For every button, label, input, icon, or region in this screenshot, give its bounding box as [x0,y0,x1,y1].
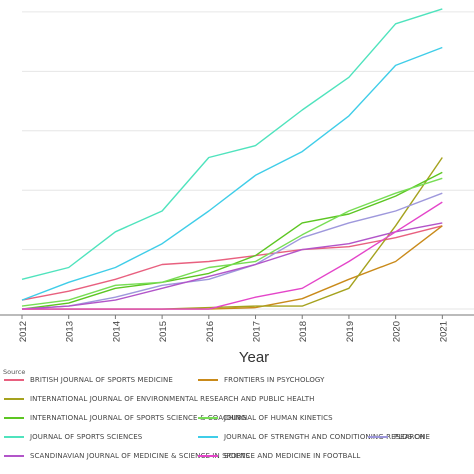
x-tick-label-2014: 2014 [111,321,122,342]
legend-item: BRITISH JOURNAL OF SPORTS MEDICINE [4,376,173,384]
x-tick-label-2012: 2012 [18,321,29,342]
legend-label: INTERNATIONAL JOURNAL OF ENVIRONMENTAL R… [30,395,315,403]
series-line-8 [21,222,443,310]
x-tick-label-2020: 2020 [392,321,403,342]
legend-label: SCANDINAVIAN JOURNAL OF MEDICINE & SCIEN… [30,452,250,460]
series-line-7 [21,192,443,310]
legend-title: Source [3,368,26,376]
legend-item: FRONTIERS IN PSYCHOLOGY [198,376,325,384]
legend-item: SCANDINAVIAN JOURNAL OF MEDICINE & SCIEN… [4,452,250,460]
legend: Source BRITISH JOURNAL OF SPORTS MEDICIN… [0,364,474,474]
legend-label: BRITISH JOURNAL OF SPORTS MEDICINE [30,376,173,384]
gridlines [22,11,474,310]
series-line-0 [21,225,443,301]
x-tick-label-2017: 2017 [252,321,263,342]
legend-swatch [4,417,24,419]
legend-label: JOURNAL OF STRENGTH AND CONDITIONING RES… [224,433,425,441]
series-line-1 [22,225,443,310]
legend-label: JOURNAL OF HUMAN KINETICS [224,414,333,422]
x-tick-label-2019: 2019 [345,321,356,342]
line-chart: 2012 2013 2014 2015 2016 2017 2018 2019 2020 2021… [0,8,474,364]
legend-item: JOURNAL OF HUMAN KINETICS [198,414,333,422]
series-line-9 [22,201,443,310]
legend-swatch [4,436,24,438]
legend-swatch [368,436,388,438]
legend-swatch [198,455,218,457]
legend-item: JOURNAL OF STRENGTH AND CONDITIONING RES… [198,433,425,441]
legend-swatch [4,455,24,457]
legend-item: JOURNAL OF SPORTS SCIENCES [4,433,142,441]
legend-label: JOURNAL OF SPORTS SCIENCES [30,433,143,441]
legend-item: INTERNATIONAL JOURNAL OF SPORTS SCIENCE … [4,414,246,422]
x-tick-label-2018: 2018 [298,321,309,342]
x-tick-label-2013: 2013 [65,321,76,342]
legend-swatch [198,379,218,381]
x-tick-label-2021: 2021 [438,321,449,342]
legend-item: SCIENCE AND MEDICINE IN FOOTBALL [198,452,360,460]
legend-item: INTERNATIONAL JOURNAL OF ENVIRONMENTAL R… [4,395,314,403]
legend-label: SCIENCE AND MEDICINE IN FOOTBALL [224,452,361,460]
x-axis: 2012 2013 2014 2015 2016 2017 2018 2019 2020 2021 [0,314,474,342]
legend-swatch [4,379,24,381]
legend-swatch [198,417,218,419]
legend-swatch [4,398,24,400]
legend-label: INTERNATIONAL JOURNAL OF SPORTS SCIENCE … [30,414,247,422]
series-line-4 [21,177,443,307]
x-axis-title: Year [239,349,269,364]
series-line-6 [21,46,443,301]
series-line-5 [21,8,443,280]
legend-item: PLOS ONE [368,433,430,441]
x-tick-label-2016: 2016 [205,321,216,342]
legend-label: PLOS ONE [394,433,431,441]
legend-label: FRONTIERS IN PSYCHOLOGY [224,376,325,384]
x-tick-label-2015: 2015 [158,321,169,342]
legend-swatch [198,436,218,438]
series-lines [21,8,443,310]
